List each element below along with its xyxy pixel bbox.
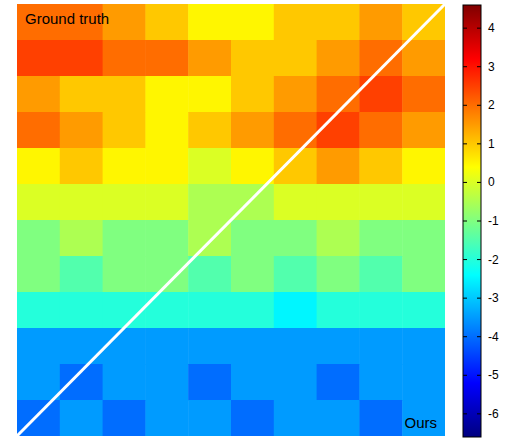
svg-text:-4: -4 xyxy=(488,330,499,344)
svg-text:-2: -2 xyxy=(488,253,499,267)
svg-text:4: 4 xyxy=(488,21,495,35)
svg-text:-5: -5 xyxy=(488,368,499,382)
svg-text:-1: -1 xyxy=(488,214,499,228)
svg-text:0: 0 xyxy=(488,175,495,189)
svg-text:2: 2 xyxy=(488,98,495,112)
svg-text:-3: -3 xyxy=(488,291,499,305)
svg-text:3: 3 xyxy=(488,60,495,74)
svg-text:Ground truth: Ground truth xyxy=(25,10,109,27)
svg-text:-6: -6 xyxy=(488,407,499,421)
svg-text:Ours: Ours xyxy=(404,414,437,431)
svg-text:1: 1 xyxy=(488,137,495,151)
